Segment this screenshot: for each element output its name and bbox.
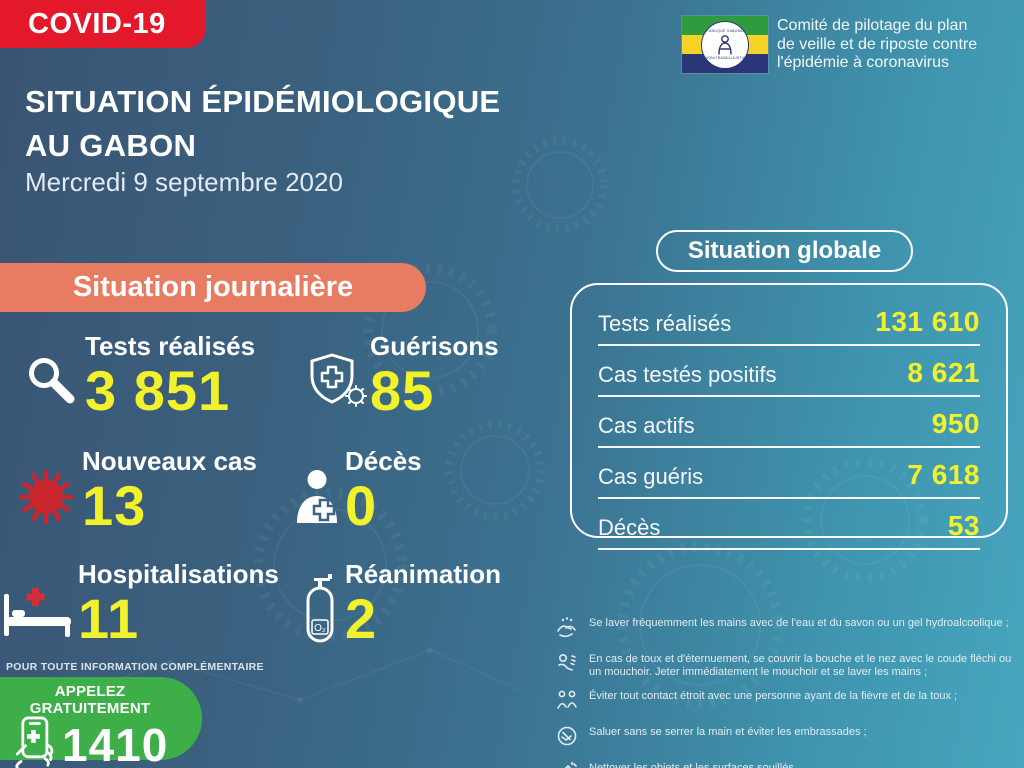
global-row-value: 131 610 <box>875 306 980 337</box>
wash-hands-icon <box>556 616 580 643</box>
phone-hand-icon <box>8 715 58 768</box>
global-row-actifs: Cas actifs 950 <box>598 397 980 448</box>
magnifier-icon <box>25 354 77 411</box>
virus-icon <box>14 465 78 534</box>
emblem-bottom-text: UNION•TRAVAIL•JUSTICE <box>701 55 749 60</box>
stat-value: 13 <box>82 474 147 537</box>
global-row-value: 7 618 <box>907 459 980 490</box>
hotline-number: 1410 <box>62 718 169 768</box>
global-row-value: 950 <box>931 408 980 439</box>
global-row-gueris: Cas guéris 7 618 <box>598 448 980 499</box>
committee-line: l'épidémie à coronavirus <box>777 54 950 72</box>
tip-text: Nettoyer les objets et les surfaces soui… <box>589 761 797 768</box>
no-handshake-icon <box>556 725 580 752</box>
global-row-positifs: Cas testés positifs 8 621 <box>598 346 980 397</box>
daily-situation-badge: Situation journalière <box>0 263 426 312</box>
gabon-flag-logo: RÉPUBLIQUE GABONAISE UNION•TRAVAIL•JUSTI… <box>682 16 768 73</box>
stat-label: Guérisons <box>370 331 499 361</box>
stat-label: Réanimation <box>345 559 502 589</box>
hotline-note: POUR TOUTE INFORMATION COMPLÉMENTAIRE <box>6 661 264 673</box>
global-situation-badge: Situation globale <box>656 230 913 272</box>
stat-reanimation: O₂ Réanimation 2 <box>306 559 502 650</box>
hotline-cta: APPELEZ GRATUITEMENT <box>29 683 151 717</box>
committee-line: de veille et de riposte contre <box>777 35 978 53</box>
emblem-figure-icon <box>718 34 732 55</box>
global-row-tests: Tests réalisés 131 610 <box>598 295 980 346</box>
person-cross-icon <box>295 469 339 528</box>
global-row-value: 8 621 <box>907 357 980 388</box>
global-row-label: Cas actifs <box>598 413 695 438</box>
committee-logo-block: RÉPUBLIQUE GABONAISE UNION•TRAVAIL•JUSTI… <box>682 16 977 73</box>
tip-text: Se laver fréquemment les mains avec de l… <box>589 617 1009 629</box>
avoid-contact-icon <box>556 689 580 716</box>
global-situation-panel: Tests réalisés 131 610 Cas testés positi… <box>570 283 1008 550</box>
stat-deces: Décès 0 <box>297 446 422 537</box>
gabon-emblem: RÉPUBLIQUE GABONAISE UNION•TRAVAIL•JUSTI… <box>701 20 749 69</box>
stat-hospitalisations: Hospitalisations 11 <box>4 559 279 650</box>
report-date: Mercredi 9 septembre 2020 <box>25 167 343 197</box>
stat-value: 3 851 <box>85 359 231 422</box>
global-row-value: 53 <box>947 510 980 541</box>
clean-surfaces-icon <box>556 761 580 768</box>
oxygen-tank-icon: O₂ <box>301 572 339 649</box>
page-title-line1: SITUATION ÉPIDÉMIOLOGIQUE <box>25 84 501 119</box>
stat-value: 85 <box>370 359 435 422</box>
global-row-label: Cas guéris <box>598 464 704 489</box>
stat-value: 2 <box>345 587 378 650</box>
stat-nouveaux-cas: Nouveaux cas 13 <box>18 446 257 537</box>
stat-label: Hospitalisations <box>78 559 279 589</box>
tip-wash-hands: Se laver fréquemment les mains avec de l… <box>556 617 1016 643</box>
page-title-line2: AU GABON <box>25 128 197 163</box>
committee-caption: Comité de pilotage du plan de veille et … <box>777 17 977 73</box>
committee-line: Comité de pilotage du plan <box>777 17 968 34</box>
stat-tests-realises: Tests réalisés 3 851 <box>29 331 256 422</box>
tip-avoid-contact: Éviter tout contact étroit avec une pers… <box>556 690 1016 716</box>
tip-text: Éviter tout contact étroit avec une pers… <box>589 689 958 702</box>
covid19-badge: COVID-19 <box>0 0 206 48</box>
global-row-label: Cas testés positifs <box>598 362 777 387</box>
shield-cross-virus-icon <box>308 352 368 415</box>
stat-label: Tests réalisés <box>85 331 256 361</box>
tip-cough-elbow: En cas de toux et d'éternuement, se couv… <box>556 653 1016 680</box>
tip-no-handshake: Saluer sans se serrer la main et éviter … <box>556 726 1016 752</box>
emblem-top-text: RÉPUBLIQUE GABONAISE <box>701 28 749 33</box>
hotline-badge: APPELEZ GRATUITEMENT 1410 <box>0 677 202 768</box>
tip-text: Saluer sans se serrer la main et éviter … <box>589 725 867 738</box>
stat-label: Décès <box>345 446 422 476</box>
hospital-bed-icon <box>2 586 76 643</box>
stat-value: 11 <box>78 587 140 650</box>
global-row-deces: Décès 53 <box>598 499 980 550</box>
stat-label: Nouveaux cas <box>82 446 257 476</box>
global-row-label: Tests réalisés <box>598 311 732 336</box>
stat-guerisons: Guérisons 85 <box>310 331 499 422</box>
global-row-label: Décès <box>598 515 661 540</box>
hygiene-tips-list: Se laver fréquemment les mains avec de l… <box>556 617 1016 768</box>
oxygen-label: O₂ <box>314 623 326 634</box>
tip-clean-surfaces: Nettoyer les objets et les surfaces soui… <box>556 761 1016 768</box>
stat-value: 0 <box>345 474 378 537</box>
tip-text: En cas de toux et d'éternuement, se couv… <box>589 653 1012 679</box>
cough-elbow-icon <box>556 652 580 679</box>
